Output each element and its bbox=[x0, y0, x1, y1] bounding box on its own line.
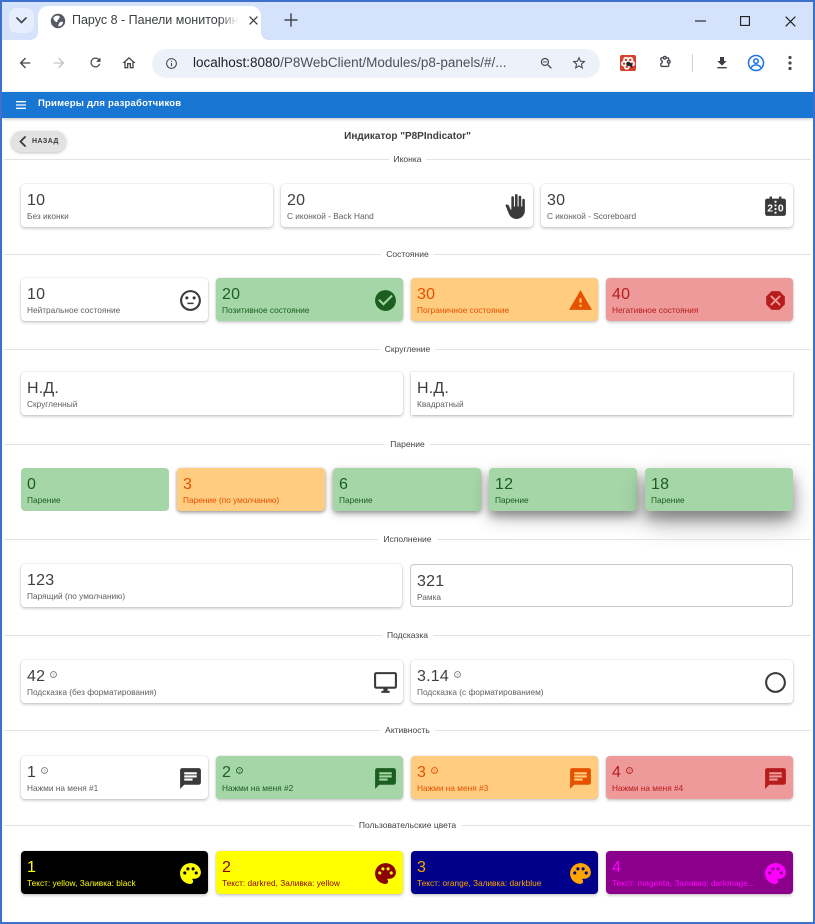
svg-text:?: ? bbox=[43, 768, 46, 774]
svg-text:2: 2 bbox=[767, 203, 773, 214]
svg-text:?: ? bbox=[456, 672, 459, 678]
svg-text:?: ? bbox=[628, 768, 631, 774]
svg-text:?: ? bbox=[52, 672, 55, 678]
svg-text:0: 0 bbox=[778, 203, 784, 214]
svg-text:?: ? bbox=[433, 768, 436, 774]
svg-text:?: ? bbox=[238, 768, 241, 774]
